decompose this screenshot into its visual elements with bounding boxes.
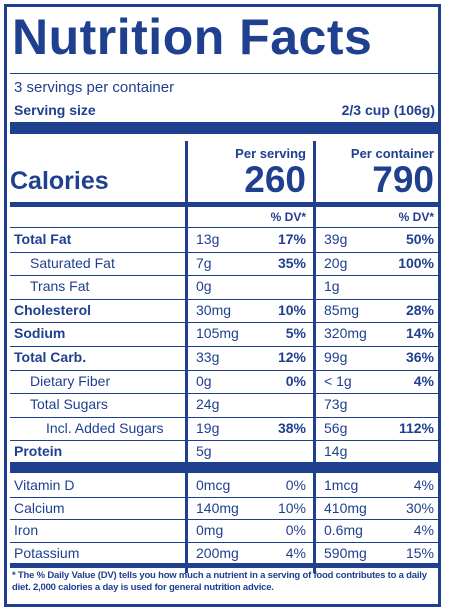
- container-amount: 14g: [324, 443, 348, 460]
- container-daily-value: 36%: [405, 349, 434, 365]
- row-divider: [10, 275, 438, 277]
- servings-per-container: 3 servings per container: [14, 79, 175, 96]
- serving-daily-value: 10%: [277, 499, 306, 516]
- nutrient-name: Protein: [14, 443, 63, 460]
- row-divider: [10, 519, 438, 520]
- serving-daily-value: 10%: [277, 301, 306, 318]
- serving-amount: 105mg: [196, 325, 239, 342]
- dv-header-serving: % DV*: [270, 210, 306, 224]
- container-amount: 20g: [324, 254, 348, 271]
- row-divider: [10, 369, 438, 371]
- nutrient-name: Total Sugars: [30, 396, 108, 413]
- container-daily-value: 112%: [398, 419, 434, 436]
- nutrient-name: Dietary Fiber: [30, 372, 111, 389]
- calories-per-container: 790: [372, 159, 434, 200]
- nutrient-name: Total Fat: [14, 231, 72, 247]
- container-daily-value: 100%: [398, 254, 434, 271]
- container-amount: 0.6mg: [324, 522, 363, 538]
- dv-divider: [10, 227, 438, 228]
- serving-amount: 13g: [196, 231, 220, 247]
- container-amount: 1mcg: [324, 477, 359, 493]
- nutrient-name: Trans Fat: [30, 278, 90, 295]
- container-daily-value: 50%: [405, 231, 434, 247]
- nutrient-name: Incl. Added Sugars: [46, 419, 164, 436]
- serving-amount: 200mg: [196, 544, 239, 561]
- container-amount: 85mg: [324, 301, 360, 318]
- serving-size-value: 2/3 cup (106g): [341, 102, 435, 118]
- calories-divider-serving: [188, 202, 313, 207]
- container-amount: 320mg: [324, 325, 367, 342]
- serving-amount: 24g: [196, 396, 220, 413]
- per-container-header: Per container: [350, 146, 434, 161]
- nutrient-name: Calcium: [14, 499, 65, 516]
- title-divider: [10, 73, 438, 74]
- nutrient-name: Cholesterol: [14, 301, 92, 318]
- nutrient-name: Saturated Fat: [30, 254, 115, 271]
- container-daily-value: 4%: [413, 372, 434, 389]
- serving-daily-value: 5%: [285, 325, 306, 342]
- row-divider: [10, 496, 438, 498]
- calories-divider-container: [316, 202, 438, 207]
- container-daily-value: 4%: [413, 477, 434, 493]
- serving-size-label: Serving size: [14, 102, 96, 118]
- serving-daily-value: 0%: [285, 522, 306, 538]
- label-title: Nutrition Facts: [12, 9, 373, 65]
- serving-amount: 0g: [196, 278, 212, 295]
- thick-divider-footnote: [10, 563, 438, 568]
- nutrient-name: Vitamin D: [14, 477, 75, 493]
- nutrition-label: [4, 4, 441, 607]
- row-divider: [10, 393, 438, 395]
- container-daily-value: 4%: [413, 522, 434, 538]
- container-daily-value: 14%: [405, 325, 434, 342]
- serving-daily-value: 0%: [285, 477, 306, 493]
- row-divider: [10, 346, 438, 347]
- container-amount: 410mg: [324, 499, 367, 516]
- row-divider: [10, 541, 438, 543]
- container-amount: 56g: [324, 419, 348, 436]
- serving-amount: 5g: [196, 443, 212, 460]
- row-divider: [10, 251, 438, 253]
- container-daily-value: 30%: [405, 499, 434, 516]
- per-serving-header: Per serving: [235, 146, 306, 161]
- row-divider: [10, 322, 438, 324]
- serving-daily-value: 17%: [277, 231, 306, 247]
- serving-daily-value: 35%: [277, 254, 306, 271]
- container-daily-value: 28%: [405, 301, 434, 318]
- nutrient-name: Potassium: [14, 544, 80, 561]
- serving-daily-value: 0%: [285, 372, 306, 389]
- row-divider: [10, 298, 438, 300]
- container-amount: 99g: [324, 349, 348, 365]
- nutrient-name: Total Carb.: [14, 349, 87, 365]
- serving-daily-value: 38%: [277, 419, 306, 436]
- serving-amount: 0mg: [196, 522, 224, 538]
- column-divider-container: [313, 141, 316, 573]
- row-divider: [10, 416, 438, 418]
- dv-header-container: % DV*: [398, 210, 434, 224]
- column-divider-serving: [185, 141, 188, 573]
- container-amount: 73g: [324, 396, 348, 413]
- footnote: * The % Daily Value (DV) tells you how m…: [12, 570, 427, 593]
- serving-daily-value: 12%: [277, 349, 306, 365]
- serving-amount: 0g: [196, 372, 212, 389]
- nutrient-name: Iron: [14, 522, 39, 538]
- serving-daily-value: 4%: [285, 544, 306, 561]
- row-divider: [10, 440, 438, 442]
- container-daily-value: 15%: [405, 544, 434, 561]
- container-amount: 1g: [324, 278, 340, 295]
- thick-divider-vitamins: [10, 462, 438, 473]
- container-amount: 590mg: [324, 544, 367, 561]
- serving-amount: 140mg: [196, 499, 239, 516]
- calories-label: Calories: [10, 167, 109, 195]
- container-amount: 39g: [324, 231, 348, 247]
- serving-amount: 19g: [196, 419, 220, 436]
- thick-divider-top: [10, 122, 438, 134]
- calories-per-serving: 260: [244, 159, 306, 200]
- calories-divider-left: [10, 202, 185, 207]
- serving-amount: 30mg: [196, 301, 232, 318]
- nutrient-name: Sodium: [14, 325, 66, 342]
- serving-amount: 7g: [196, 254, 212, 271]
- container-amount: < 1g: [324, 372, 352, 389]
- serving-amount: 33g: [196, 349, 220, 365]
- serving-amount: 0mcg: [196, 477, 231, 493]
